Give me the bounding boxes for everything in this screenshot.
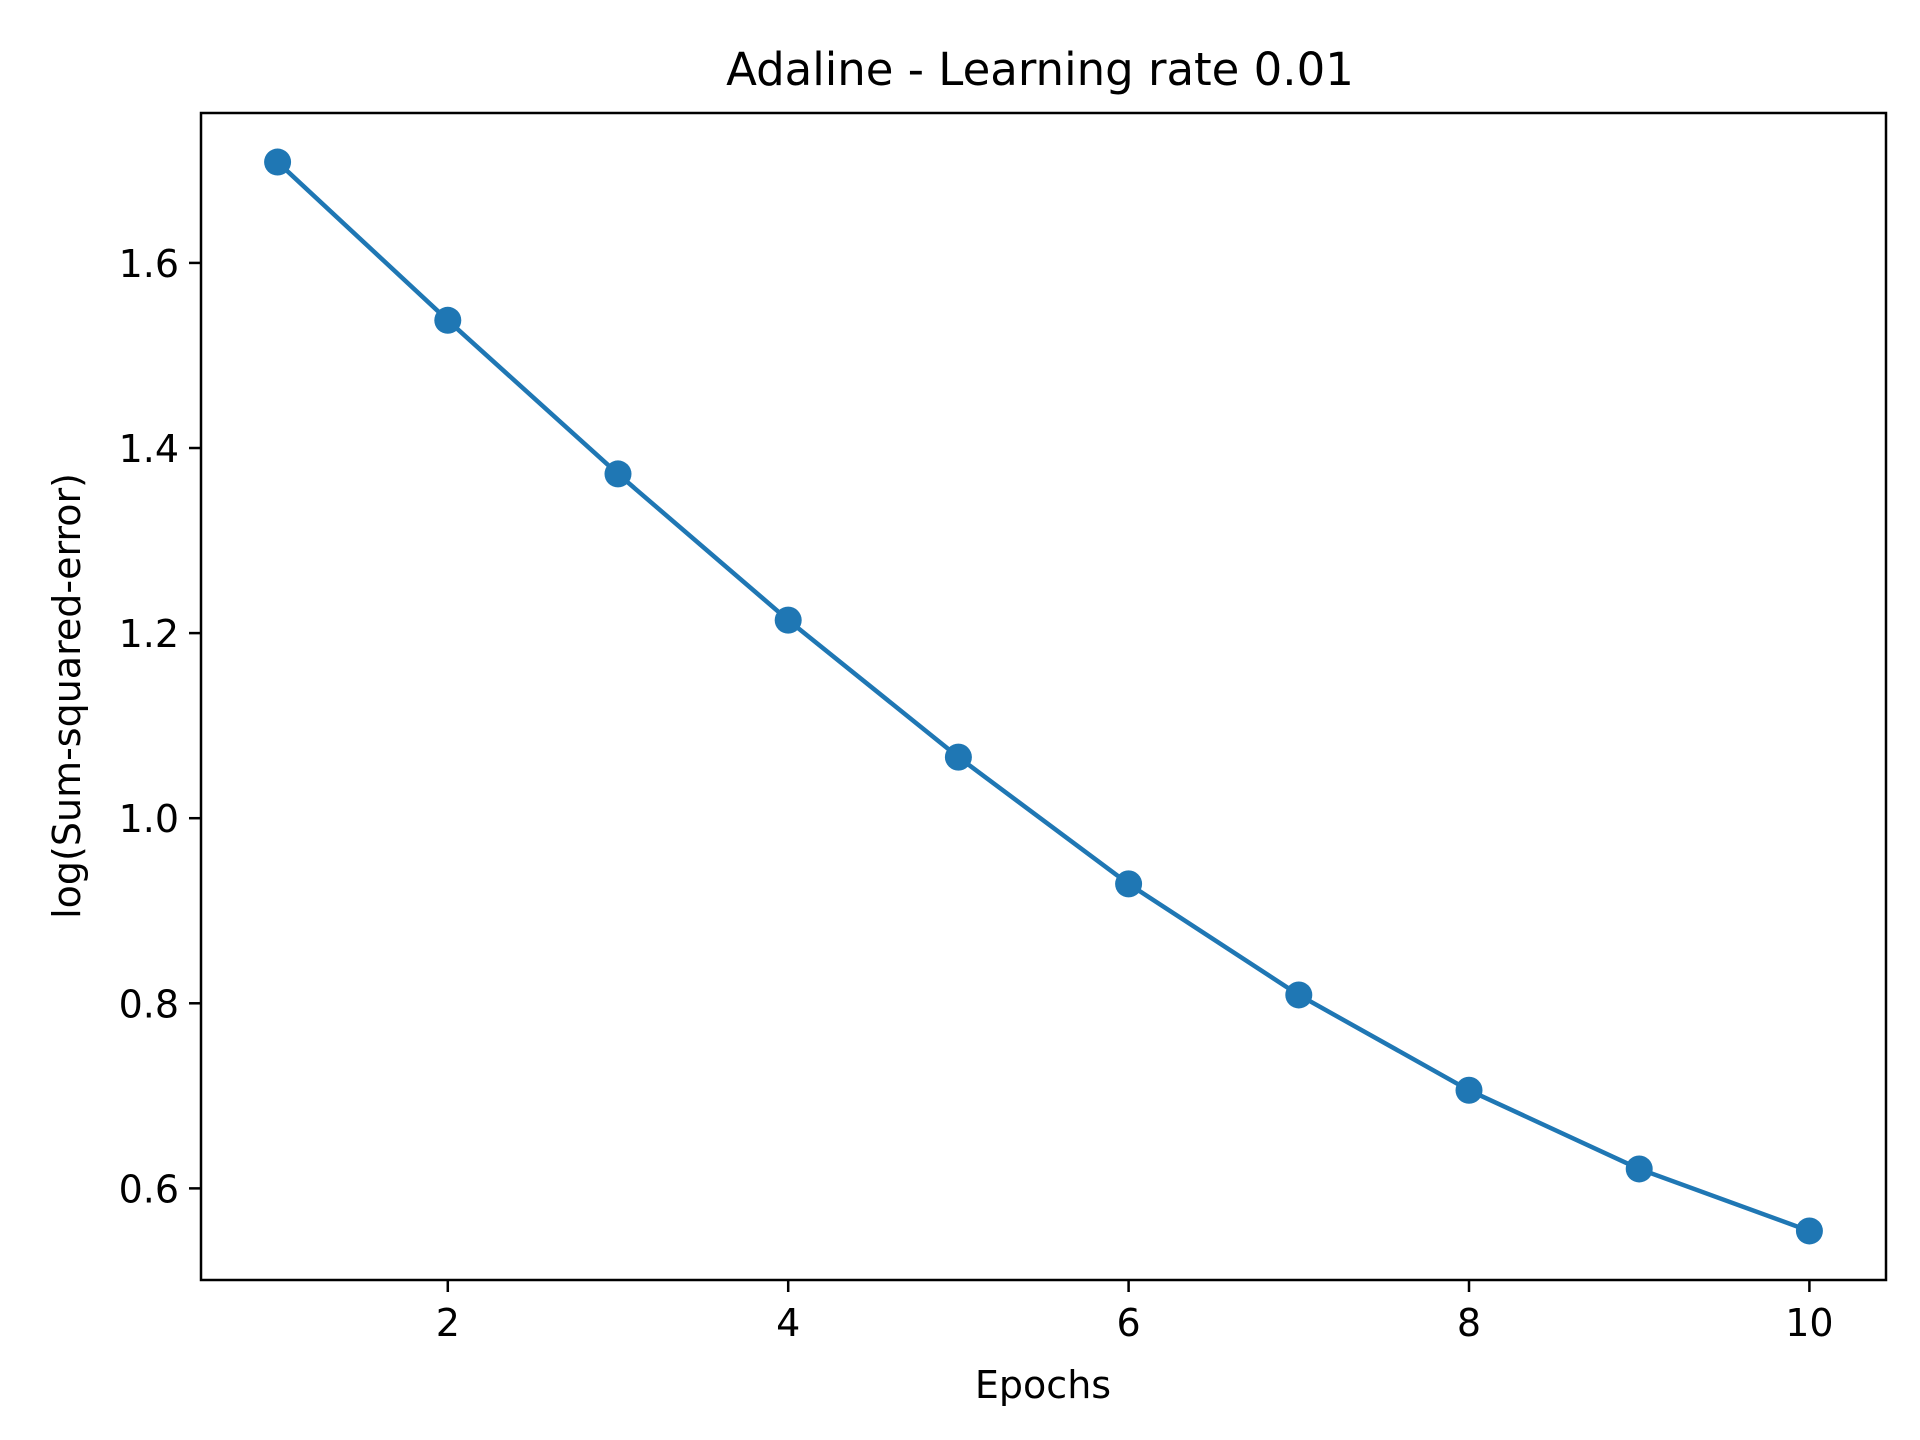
plot-area — [264, 148, 1823, 1245]
y-tick-label: 1.0 — [119, 797, 179, 841]
data-point — [1455, 1076, 1483, 1104]
x-tick-label: 4 — [776, 1301, 800, 1345]
y-tick-label: 0.8 — [119, 982, 179, 1026]
series-line — [275, 159, 1812, 1234]
x-tick-label: 6 — [1117, 1301, 1141, 1345]
y-tick-label: 1.4 — [119, 427, 179, 471]
x-tick-label: 2 — [436, 1301, 460, 1345]
plot-frame — [199, 111, 1888, 1282]
data-point — [434, 306, 462, 334]
data-point — [604, 460, 632, 488]
chart-title: Adaline - Learning rate 0.01 — [726, 43, 1354, 96]
data-point — [1115, 870, 1143, 898]
data-point — [1625, 1155, 1653, 1183]
y-axis-label: log(Sum-squared-error) — [45, 473, 89, 919]
x-tick-label: 10 — [1785, 1301, 1833, 1345]
y-tick-label: 1.2 — [119, 612, 179, 656]
data-point — [944, 743, 972, 771]
data-point — [774, 606, 802, 634]
data-point — [1285, 981, 1313, 1009]
data-point — [264, 148, 292, 176]
x-tick-label: 8 — [1457, 1301, 1481, 1345]
y-tick-label: 0.6 — [119, 1167, 179, 1211]
y-axis: 0.6 0.8 1.0 1.2 1.4 1.6 — [119, 242, 201, 1211]
data-point — [1795, 1217, 1823, 1245]
x-axis-label: Epochs — [975, 1363, 1111, 1407]
y-tick-label: 1.6 — [119, 242, 179, 286]
x-axis: 2 4 6 8 10 — [436, 1280, 1834, 1345]
